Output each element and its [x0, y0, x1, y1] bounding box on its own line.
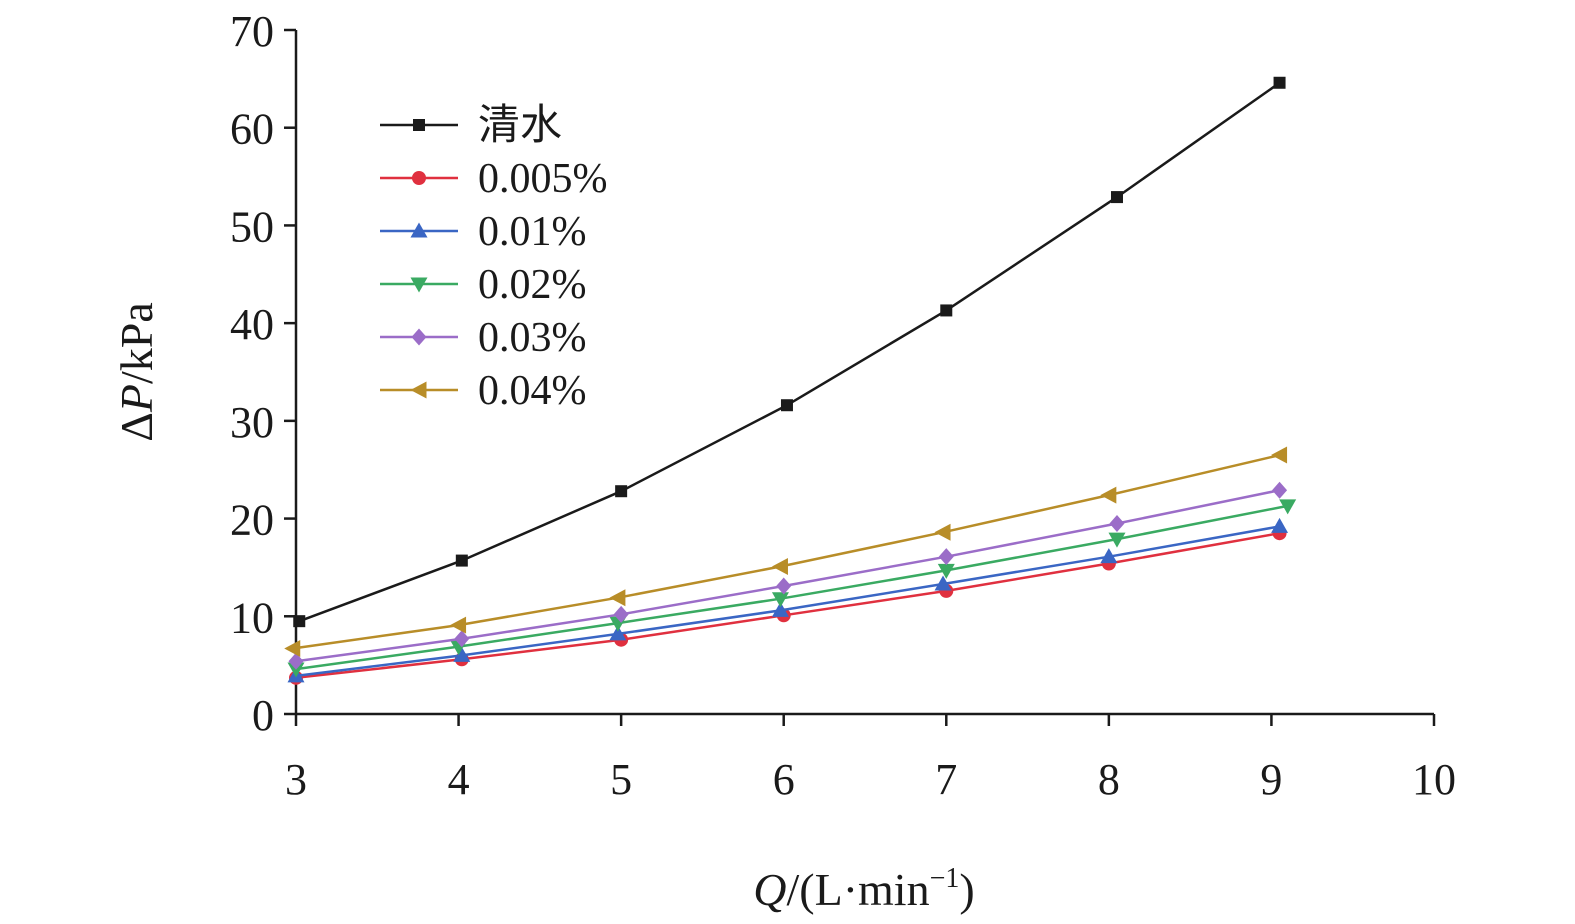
axes: 0 10 20 30 40 50 60 70 3 4 5 6 7 8 9 10: [230, 7, 1456, 804]
x-tick-label: 9: [1260, 755, 1282, 804]
x-axis-label: Q/(L·min−1): [753, 863, 974, 915]
x-axis-label-var: Q: [753, 864, 786, 915]
data-point: [937, 563, 955, 579]
series-line: [295, 504, 1288, 671]
data-point: [771, 557, 788, 575]
series-2: [287, 517, 1289, 683]
y-tick-label: 20: [230, 496, 274, 545]
legend-label: 0.01%: [478, 209, 587, 255]
legend-entry: 0.04%: [380, 368, 587, 414]
legend-swatch-marker: [410, 222, 428, 238]
series-line: [298, 81, 1281, 623]
x-tick-label: 10: [1412, 755, 1456, 804]
data-point: [934, 523, 951, 541]
data-point: [1100, 548, 1118, 564]
series-0: [293, 76, 1286, 628]
data-point: [455, 554, 468, 567]
y-tick-label: 50: [230, 202, 274, 251]
legend-entry: 0.01%: [380, 209, 587, 255]
series-1: [289, 526, 1287, 685]
data-point: [1271, 446, 1288, 464]
data-point: [1108, 532, 1126, 548]
legend-swatch-marker: [410, 381, 427, 399]
data-point: [284, 640, 301, 658]
series-5: [284, 446, 1288, 658]
y-tick-label: 30: [230, 398, 274, 447]
legend-swatch-marker: [410, 277, 428, 293]
y-tick-label: 10: [230, 593, 274, 642]
data-point: [771, 592, 789, 608]
x-tick-label: 5: [610, 755, 632, 804]
data-point: [776, 577, 792, 595]
legend-label: 清水: [478, 103, 562, 149]
y-axis-label-unit: /kPa: [111, 302, 162, 384]
data-point: [287, 662, 305, 678]
data-point: [780, 399, 793, 412]
legend-label: 0.03%: [478, 315, 587, 361]
data-point: [1273, 76, 1286, 89]
legend-swatch-marker: [411, 328, 427, 346]
data-point: [1109, 514, 1125, 532]
y-tick-label: 70: [230, 7, 274, 56]
data-point: [615, 485, 628, 498]
data-point: [1272, 481, 1288, 499]
legend-label: 0.04%: [478, 368, 587, 414]
data-point: [1279, 499, 1297, 515]
series-3: [287, 499, 1297, 678]
legend: 清水 0.005% 0.01% 0.02% 0.03% 0.04%: [380, 103, 608, 414]
y-axis-label: ΔP/kPa: [111, 302, 162, 441]
legend-entry: 0.03%: [380, 315, 587, 361]
y-tick-label: 40: [230, 300, 274, 349]
data-point: [1110, 191, 1123, 204]
x-tick-label: 7: [935, 755, 957, 804]
data-point: [934, 575, 952, 591]
data-point: [609, 589, 626, 607]
data-point: [293, 615, 306, 628]
series-line: [295, 531, 1280, 680]
x-axis-label-close: ): [959, 864, 974, 915]
x-axis-label-sup: −1: [930, 863, 960, 894]
data-point: [771, 601, 789, 617]
x-axis-label-unit: /(L·min: [787, 864, 930, 915]
data-point: [454, 630, 470, 648]
legend-label: 0.02%: [478, 262, 587, 308]
y-tick-label: 60: [230, 105, 274, 154]
y-axis-label-var: P: [111, 384, 162, 413]
data-point: [1100, 486, 1117, 504]
data-point: [609, 625, 627, 641]
y-axis-label-delta: Δ: [111, 412, 162, 442]
legend-label: 0.005%: [478, 156, 608, 202]
legend-entry: 清水: [380, 103, 562, 149]
series-layer: [284, 76, 1297, 685]
legend-entry: 0.005%: [380, 156, 608, 202]
x-tick-label: 4: [448, 755, 470, 804]
data-point: [613, 605, 629, 623]
legend-swatch-marker: [413, 119, 425, 131]
series-4: [288, 481, 1288, 670]
data-point: [450, 616, 467, 634]
y-tick-label: 0: [252, 691, 274, 740]
legend-swatch-marker: [412, 171, 426, 185]
x-tick-label: 6: [773, 755, 795, 804]
x-tick-label: 3: [285, 755, 307, 804]
series-line: [295, 488, 1280, 663]
data-point: [1271, 517, 1289, 533]
series-line: [295, 525, 1280, 678]
x-tick-label: 8: [1098, 755, 1120, 804]
data-point: [288, 652, 304, 670]
data-point: [938, 548, 954, 566]
data-point: [940, 304, 953, 317]
legend-entry: 0.02%: [380, 262, 587, 308]
data-point: [453, 646, 471, 662]
